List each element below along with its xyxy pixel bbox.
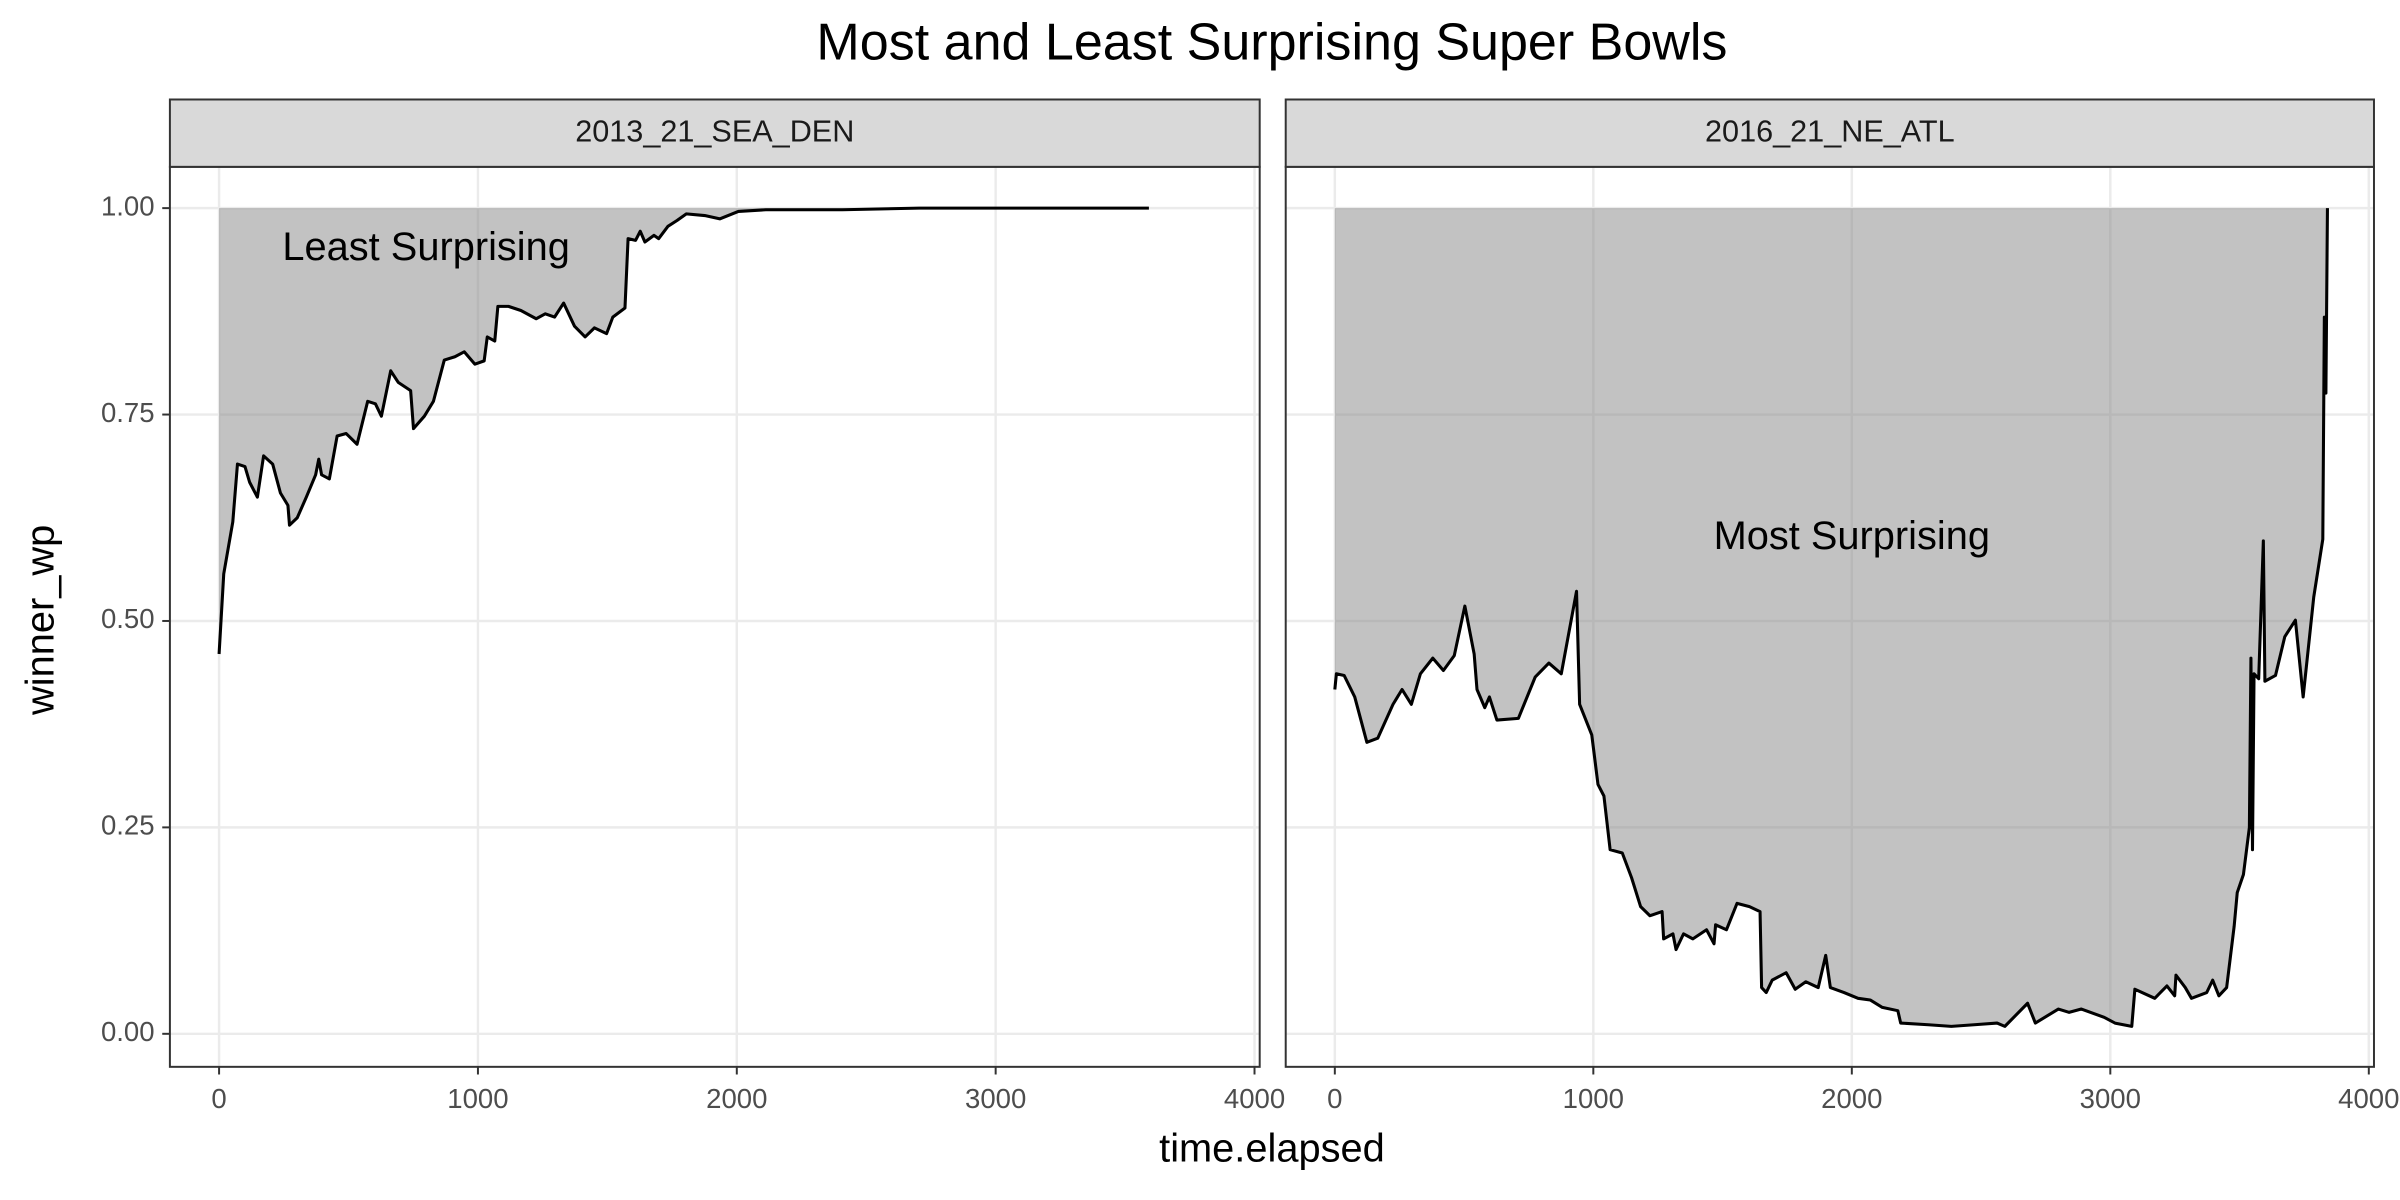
x-tick-label: 1000 xyxy=(1563,1083,1624,1114)
x-tick-label: 0 xyxy=(1327,1083,1342,1114)
x-axis-label: time.elapsed xyxy=(1159,1127,1385,1171)
x-tick-label: 4000 xyxy=(2338,1083,2399,1114)
panel xyxy=(169,166,1260,1067)
y-tick-label: 0.50 xyxy=(101,603,155,634)
y-tick-label: 1.00 xyxy=(101,190,155,221)
x-tick-label: 3000 xyxy=(965,1083,1026,1114)
panel xyxy=(1285,166,2374,1067)
line xyxy=(217,206,1149,655)
facet-strip xyxy=(1284,98,2375,168)
facet-label: 2013_21_SEA_DEN xyxy=(575,114,854,148)
y-axis-label: winner_wp xyxy=(18,525,62,716)
chart-title: Most and Least Surprising Super Bowls xyxy=(816,14,1727,72)
x-tick-label: 2000 xyxy=(706,1083,767,1114)
panel-background xyxy=(169,166,1260,1067)
y-tick-label: 0.25 xyxy=(101,810,155,841)
x-tick-label: 0 xyxy=(211,1083,226,1114)
facet-label: 2016_21_NE_ATL xyxy=(1705,114,1955,148)
annotation: Least Surprising xyxy=(282,225,569,269)
y-tick-label: 0.00 xyxy=(101,1016,155,1047)
x-tick-label: 4000 xyxy=(1224,1083,1285,1114)
x-tick-label: 3000 xyxy=(2080,1083,2141,1114)
facet-strip xyxy=(168,98,1261,168)
annotation: Most Surprising xyxy=(1714,514,1990,558)
y-tick-label: 0.75 xyxy=(101,397,155,428)
area-fill xyxy=(219,208,1149,654)
area-fill xyxy=(1334,208,2328,1027)
x-tick-label: 1000 xyxy=(447,1083,508,1114)
x-tick-label: 2000 xyxy=(1821,1083,1882,1114)
line xyxy=(1333,208,2329,1028)
